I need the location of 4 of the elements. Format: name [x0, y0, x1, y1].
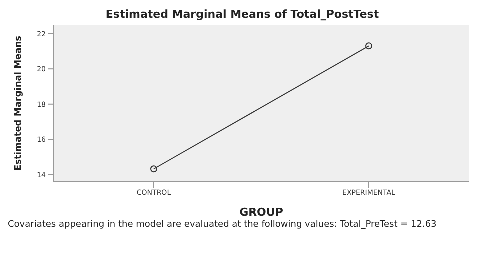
text: Covariates appearing in the model are evaluated at the following values: Total_PreTest = 12.63 [8, 220, 438, 230]
y-axis-title: Estimated Marginal Means [14, 36, 24, 171]
x-axis-title: GROUP [240, 206, 284, 219]
chart-title: Estimated Marginal Means of Total_PostTest [104, 8, 380, 21]
